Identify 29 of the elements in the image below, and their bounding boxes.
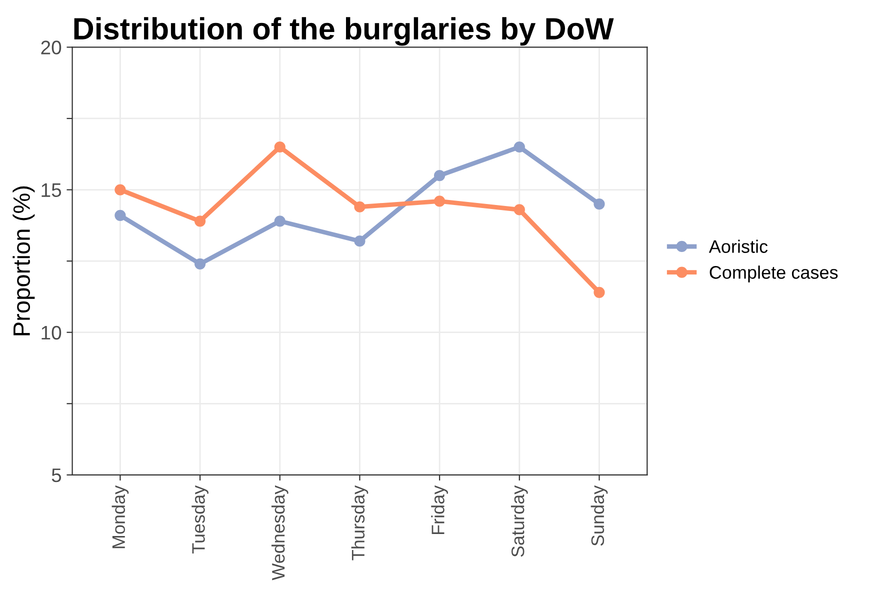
y-tick-label: 5 — [52, 468, 62, 482]
point — [514, 204, 525, 216]
x-tick-label: Wednesday — [271, 485, 288, 580]
y-tick-label: 10 — [42, 326, 62, 340]
point — [194, 216, 206, 227]
point — [114, 210, 126, 221]
chart-title: Distribution of the burglaries by DoW — [74, 17, 614, 46]
point — [434, 170, 446, 182]
point — [354, 236, 366, 247]
point — [594, 198, 605, 210]
x-tick-label: Friday — [431, 485, 448, 534]
legend-label: Complete cases — [710, 266, 838, 282]
point — [114, 184, 126, 196]
point — [354, 201, 366, 212]
point — [194, 258, 206, 270]
point — [594, 286, 605, 298]
point — [434, 196, 446, 207]
x-tick-label: Monday — [112, 485, 129, 548]
y-tick-label: 20 — [41, 40, 62, 54]
point — [274, 141, 286, 153]
y-axis-title: Proportion (%) — [12, 186, 35, 336]
x-tick-label: Sunday — [590, 485, 608, 546]
x-tick-label: Thursday — [351, 485, 368, 560]
legend-label: Aoristic — [708, 240, 768, 253]
point — [514, 141, 525, 153]
x-tick-label: Tuesday — [192, 485, 208, 554]
y-tick-label: 15 — [42, 183, 62, 198]
x-tick-label: Saturday — [510, 485, 528, 557]
point — [274, 216, 286, 227]
